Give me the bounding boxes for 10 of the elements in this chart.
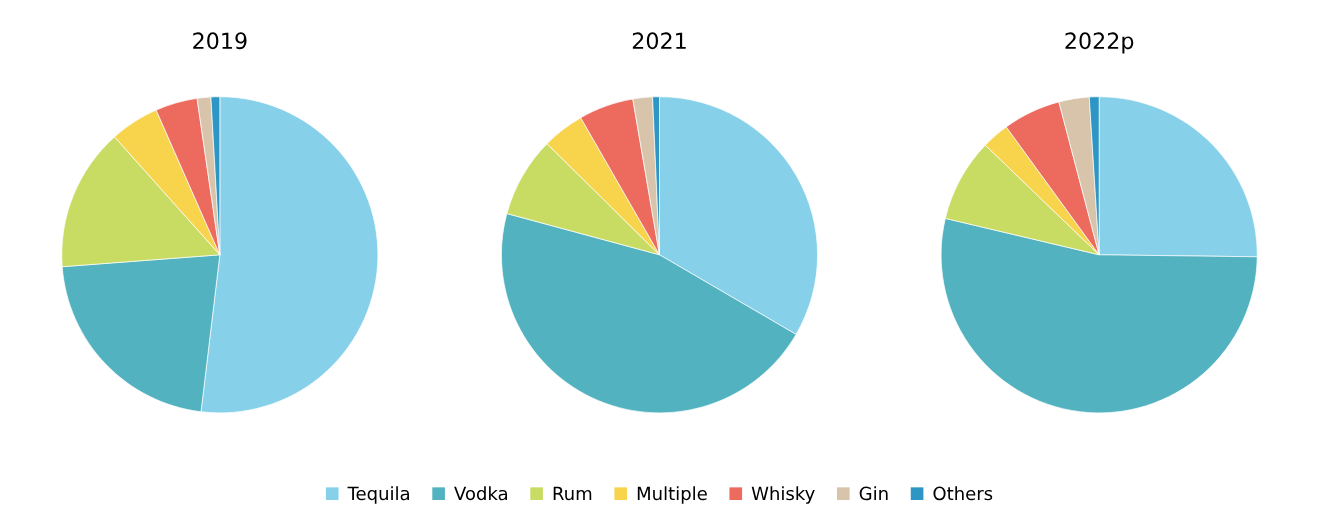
legend-label: Others [933,486,993,501]
legend-label: Rum [553,486,592,501]
chart-title: 2019 [193,32,247,50]
legend-label: Gin [859,486,888,501]
legend-label: Whisky [751,486,815,504]
chart-title: 2021 [632,32,686,50]
legend-label: Tequila [347,486,409,504]
legend-label: Multiple [637,486,707,504]
legend-label: Vodka [454,486,507,501]
chart-title: 2022p [1065,32,1134,54]
